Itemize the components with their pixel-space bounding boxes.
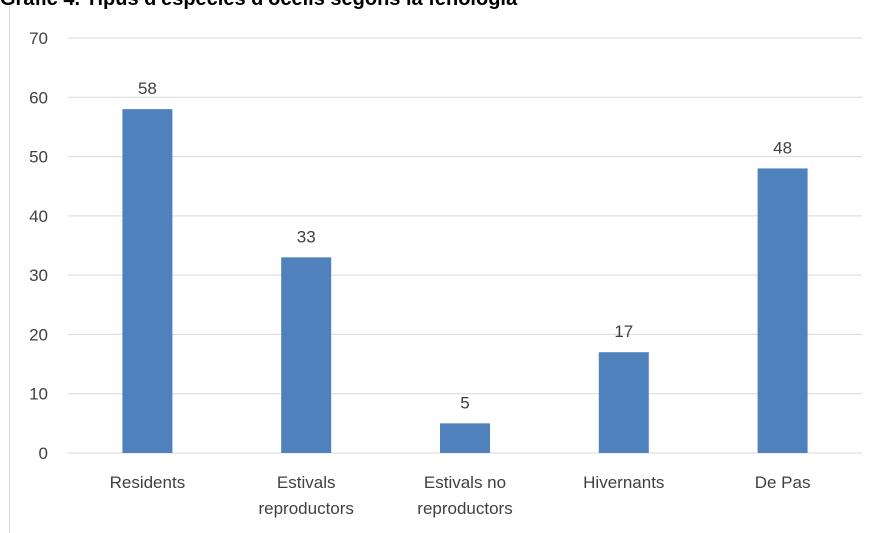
x-category-label: Residents xyxy=(110,473,186,492)
y-tick-label: 70 xyxy=(29,29,48,48)
bar xyxy=(122,109,173,454)
data-label: 58 xyxy=(138,79,157,98)
bar xyxy=(598,352,649,453)
y-axis-ticks: 0 10 20 30 40 50 60 70 xyxy=(29,29,48,463)
chart-frame-border xyxy=(9,6,10,533)
x-category-label: Hivernants xyxy=(583,473,664,492)
data-label: 48 xyxy=(773,138,792,157)
data-label: 33 xyxy=(297,227,316,246)
y-tick-label: 10 xyxy=(29,385,48,404)
bar xyxy=(281,257,332,453)
bars xyxy=(122,109,808,454)
x-category-label: Estivals xyxy=(277,473,336,492)
bar xyxy=(757,168,808,453)
data-label: 5 xyxy=(460,393,469,412)
y-tick-label: 60 xyxy=(29,88,48,107)
x-category-label: De Pas xyxy=(755,473,811,492)
x-category-label: reproductors xyxy=(417,499,512,518)
y-tick-label: 0 xyxy=(39,444,48,463)
bar xyxy=(440,423,490,453)
x-axis-categories: Residents Estivals reproductors Estivals no… xyxy=(110,473,811,518)
chart-title-cropped: Gràfic 4. Tipus d'espècies d'ocells sego… xyxy=(0,0,882,12)
x-category-label: reproductors xyxy=(258,499,353,518)
data-labels: 58 33 5 17 48 xyxy=(138,79,792,412)
y-tick-label: 40 xyxy=(29,207,48,226)
x-category-label: Estivals no xyxy=(424,473,506,492)
gridlines xyxy=(68,37,862,454)
y-tick-label: 30 xyxy=(29,266,48,285)
y-tick-label: 50 xyxy=(29,148,48,167)
data-label: 17 xyxy=(614,322,633,341)
y-tick-label: 20 xyxy=(29,325,48,344)
